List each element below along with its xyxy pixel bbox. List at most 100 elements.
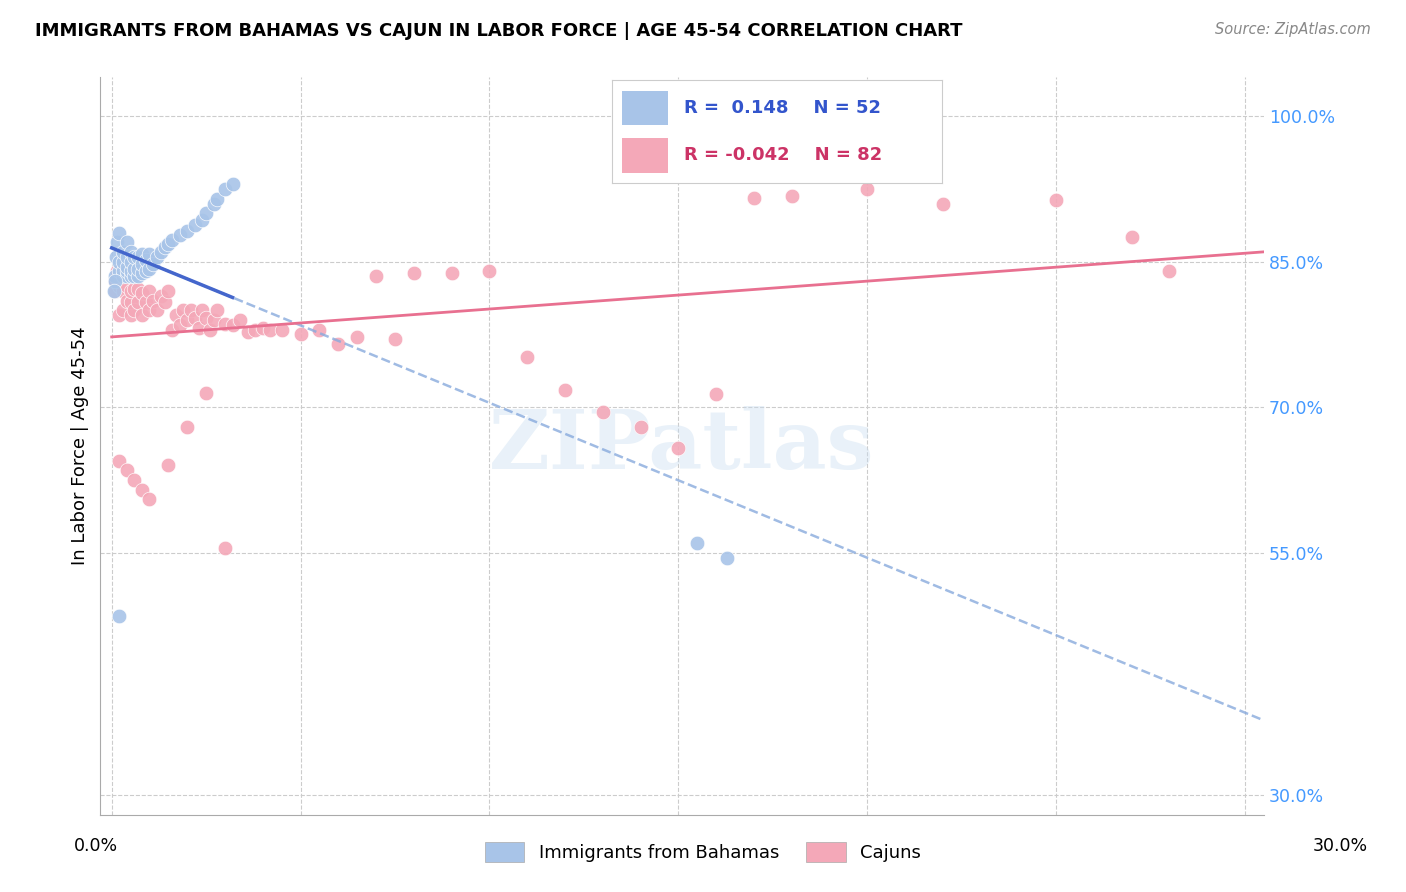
Point [346,330,368,344]
Point [202,196,225,211]
Point [157,237,180,252]
Point [127,261,149,276]
Point [169,318,191,332]
Point [131,308,153,322]
Point [124,261,146,276]
Point [214,182,236,196]
Point [207,303,229,318]
Point [931,196,953,211]
Point [138,247,160,261]
Point [440,266,463,280]
Point [184,218,207,232]
Point [1159,264,1181,278]
Point [124,250,146,264]
Point [592,405,614,419]
Point [105,235,128,250]
Point [686,536,709,550]
Text: Source: ZipAtlas.com: Source: ZipAtlas.com [1215,22,1371,37]
Point [180,303,202,318]
Point [108,279,131,293]
Point [138,492,160,507]
Point [120,284,142,298]
Point [191,213,214,227]
Point [115,264,138,278]
Point [195,385,218,400]
Point [120,269,142,284]
Point [120,269,142,284]
Point [104,269,127,284]
Point [124,269,146,284]
Point [630,419,652,434]
Point [160,323,183,337]
Point [127,269,149,284]
Point [120,295,142,310]
Point [516,350,538,364]
Point [111,269,134,284]
Text: R =  0.148    N = 52: R = 0.148 N = 52 [685,99,882,117]
Point [108,308,131,322]
Point [195,206,218,220]
Point [149,245,172,260]
Point [131,483,153,497]
Point [124,473,146,487]
Point [198,323,221,337]
Point [127,282,149,296]
Point [384,332,406,346]
Text: ZIPatlas: ZIPatlas [489,406,875,486]
Y-axis label: In Labor Force | Age 45-54: In Labor Force | Age 45-54 [72,326,89,566]
Point [115,260,138,274]
Point [115,279,138,293]
Point [221,177,243,191]
Point [135,295,157,310]
Point [120,308,142,322]
Point [704,386,727,401]
Point [115,269,138,284]
Point [115,264,138,278]
Point [115,235,138,250]
Point [120,245,142,260]
Point [402,266,425,280]
Point [214,317,236,331]
Text: 30.0%: 30.0% [1312,837,1368,855]
Point [236,325,259,339]
Point [115,463,138,477]
Text: R = -0.042    N = 82: R = -0.042 N = 82 [685,146,883,164]
Point [780,188,803,202]
Point [176,224,198,238]
Point [742,191,765,205]
Point [191,303,214,318]
Point [127,295,149,310]
Point [716,550,738,565]
Point [105,250,128,264]
Point [111,264,134,278]
Point [149,288,172,302]
Point [328,337,350,351]
Point [108,264,131,278]
Point [120,264,142,278]
Point [270,323,292,337]
Point [135,264,157,278]
Point [131,285,153,300]
Point [108,254,131,268]
Point [157,458,180,473]
Point [111,269,134,284]
Point [214,541,236,555]
Point [290,327,312,342]
Point [229,313,252,327]
FancyBboxPatch shape [621,137,668,173]
Point [104,274,127,288]
Point [187,320,209,334]
Point [124,303,146,318]
Point [108,453,131,467]
Point [146,303,169,318]
Text: 0.0%: 0.0% [73,837,118,855]
Point [115,293,138,308]
Point [103,284,125,298]
Point [245,323,267,337]
Point [157,284,180,298]
Legend: Immigrants from Bahamas, Cajuns: Immigrants from Bahamas, Cajuns [478,835,928,870]
Text: IMMIGRANTS FROM BAHAMAS VS CAJUN IN LABOR FORCE | AGE 45-54 CORRELATION CHART: IMMIGRANTS FROM BAHAMAS VS CAJUN IN LABO… [35,22,963,40]
Point [1121,230,1143,244]
Point [554,383,576,397]
Point [131,247,153,261]
